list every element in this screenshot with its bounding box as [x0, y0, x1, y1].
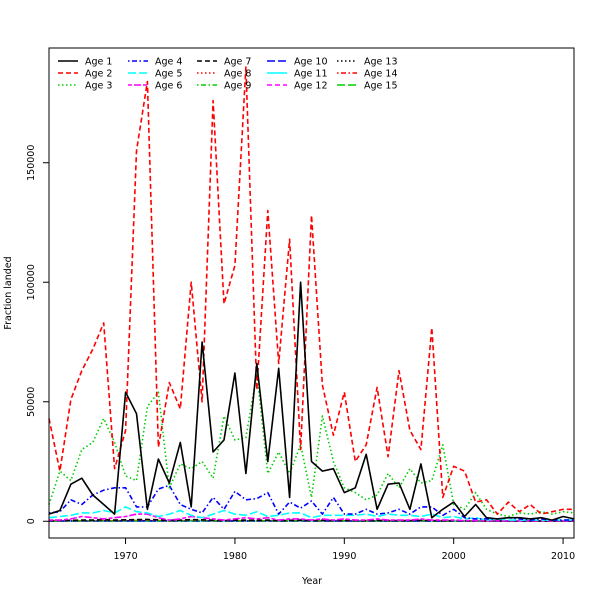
legend-label-age-5: Age 5 — [155, 69, 182, 80]
series-layer — [48, 66, 575, 523]
series-line-age-6 — [49, 513, 574, 522]
legend-label-age-9: Age 9 — [224, 81, 251, 92]
series-line-age-1 — [48, 281, 575, 521]
legend-label-age-12: Age 12 — [294, 81, 327, 92]
legend-label-age-4: Age 4 — [155, 57, 182, 68]
legend-label-age-7: Age 7 — [224, 57, 251, 68]
x-tick-label: 1970 — [113, 551, 137, 562]
y-tick-label: 0 — [26, 518, 37, 524]
x-tick-label: 1980 — [223, 551, 247, 562]
plot-frame — [48, 47, 575, 539]
legend-label-age-11: Age 11 — [294, 69, 327, 80]
legend-label-age-2: Age 2 — [85, 69, 112, 80]
x-tick-label: 2000 — [442, 551, 466, 562]
series-line-age-4 — [48, 484, 574, 521]
series-line-age-5 — [48, 506, 574, 521]
x-tick-label: 1990 — [332, 551, 356, 562]
series-line-age-2 — [48, 66, 574, 515]
y-axis: 0 50000 100000 150000 — [26, 145, 49, 524]
x-axis: 1970 1980 1990 2000 2010 — [113, 538, 575, 562]
x-tick-label: 2010 — [551, 551, 575, 562]
legend-label-age-14: Age 14 — [364, 69, 397, 80]
legend-label-age-10: Age 10 — [294, 57, 327, 68]
series-line-age-9 — [49, 519, 574, 522]
legend-label-age-13: Age 13 — [364, 57, 397, 68]
legend-label-age-1: Age 1 — [85, 57, 112, 68]
legend-label-age-8: Age 8 — [224, 69, 251, 80]
y-axis-title: Fraction landed — [3, 256, 14, 329]
legend-label-age-15: Age 15 — [364, 81, 397, 92]
legend-label-age-3: Age 3 — [85, 81, 112, 92]
y-tick-label: 150000 — [26, 145, 37, 181]
y-tick-label: 50000 — [26, 387, 37, 417]
legend-label-age-6: Age 6 — [155, 81, 182, 92]
x-axis-title: Year — [301, 576, 322, 587]
series-line-age-3 — [48, 372, 575, 518]
y-tick-label: 100000 — [26, 264, 37, 300]
